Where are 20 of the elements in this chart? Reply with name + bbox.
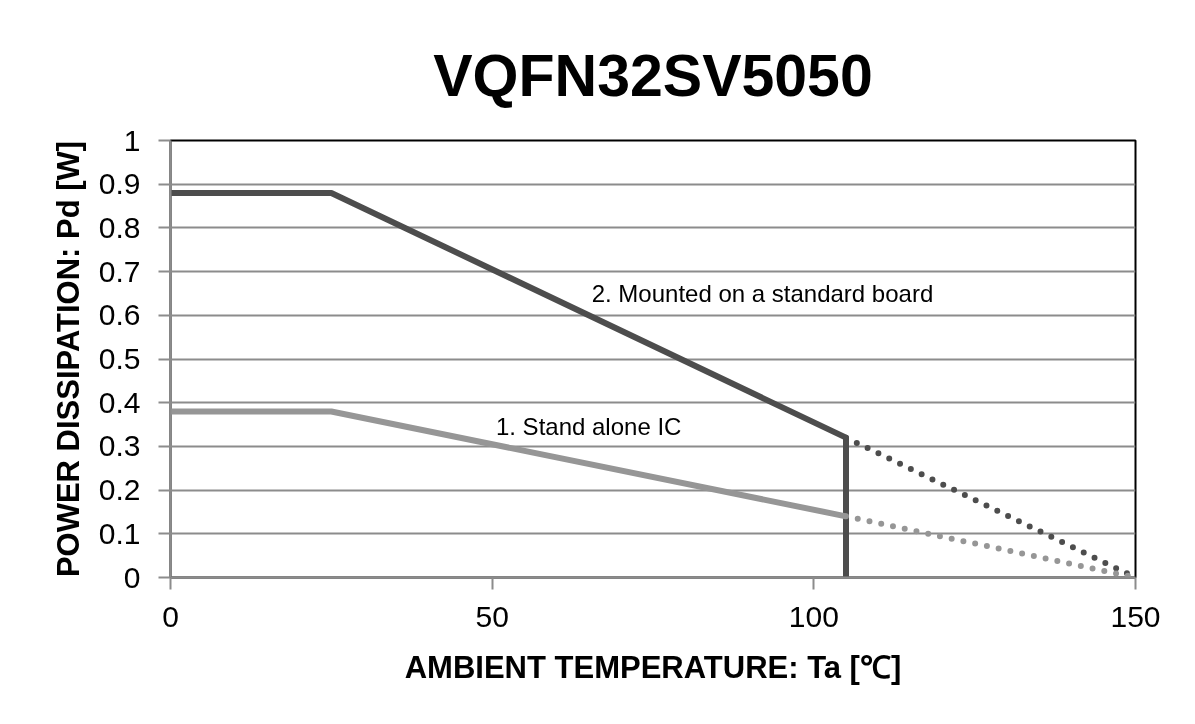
- y-tick-label: 0.7: [98, 254, 141, 288]
- y-tick-label: 0: [123, 560, 141, 594]
- y-tick-label: 1: [123, 123, 141, 157]
- x-tick-label: 150: [1110, 599, 1161, 633]
- y-tick-label: 0.5: [98, 342, 141, 375]
- y-axis-title: POWER DISSIPATION: Pd [W]: [50, 140, 86, 578]
- y-tick-label: 0.3: [98, 429, 141, 463]
- x-tick-label: 50: [475, 599, 509, 633]
- y-tick-label: 0.4: [98, 385, 141, 419]
- chart-title: VQFN32SV5050: [433, 43, 873, 109]
- y-tick-label: 0.1: [98, 516, 141, 550]
- y-tick-label: 0.9: [98, 167, 141, 201]
- x-axis-title: AMBIENT TEMPERATURE: Ta [℃]: [404, 649, 902, 685]
- y-tick-label: 0.8: [98, 210, 141, 244]
- y-tick-label: 0.6: [98, 298, 141, 332]
- y-tick-label: 0.2: [98, 473, 141, 507]
- series-label: 1. Stand alone IC: [495, 413, 682, 441]
- series-label: 2. Mounted on a standard board: [591, 279, 934, 307]
- x-tick-label: 100: [788, 599, 839, 633]
- x-tick-label: 0: [162, 599, 179, 633]
